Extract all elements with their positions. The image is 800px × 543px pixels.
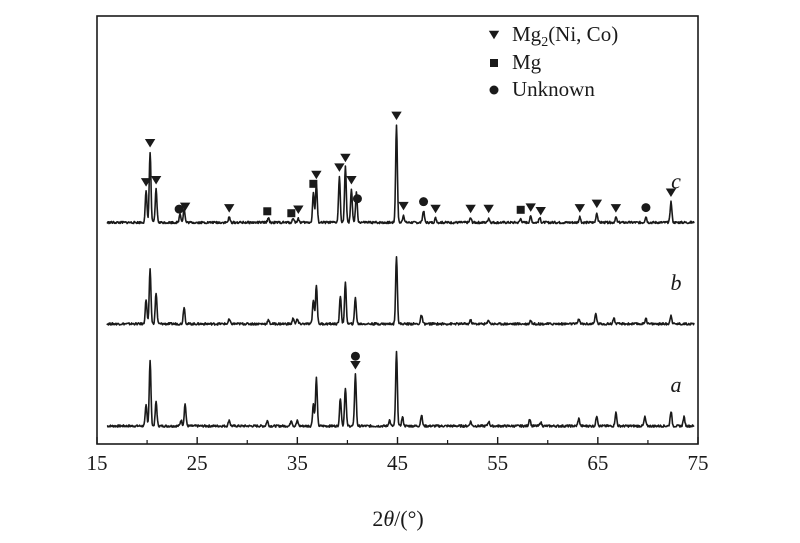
- curve-label-c: c: [671, 169, 681, 194]
- phase-marker-square-c: [263, 207, 272, 216]
- curve-label-b: b: [671, 270, 682, 295]
- phase-marker-triangle-down-c: [535, 207, 546, 216]
- phase-marker-triangle-down-c: [430, 204, 441, 214]
- x-tick-label: 45: [387, 451, 408, 475]
- legend: Mg2(Ni, Co)Mg Unknown: [488, 22, 618, 101]
- phase-marker-triangle-down-c: [140, 178, 152, 187]
- x-tick-label: 65: [587, 451, 608, 475]
- legend-entry: Unknown: [512, 77, 595, 101]
- series-a-line: [106, 350, 695, 428]
- x-tick-label: 75: [688, 451, 709, 475]
- x-axis-title-symbol: θ: [383, 506, 394, 531]
- phase-markers-layer: [140, 111, 677, 370]
- phase-marker-triangle-down-c: [574, 204, 586, 213]
- phase-marker-triangle-down-c: [293, 205, 304, 215]
- phase-marker-square-c: [309, 179, 318, 188]
- phase-marker-square-c: [516, 205, 525, 214]
- phase-marker-circle-c: [419, 197, 429, 207]
- phase-marker-triangle-down-c: [610, 204, 622, 213]
- phase-marker-triangle-down-c: [179, 202, 191, 212]
- x-axis-title: 2θ/(°): [372, 506, 423, 531]
- phase-marker-triangle-down-c: [525, 203, 536, 212]
- legend-marker-circle: [489, 85, 499, 95]
- x-tick-label: 35: [287, 451, 308, 475]
- phase-marker-triangle-down-a: [350, 360, 361, 370]
- x-axis-ticks: 15 25 35 45 55 65 75: [87, 437, 709, 475]
- phase-marker-circle-a: [350, 351, 360, 361]
- x-axis-title-prefix: 2: [372, 506, 383, 531]
- legend-marker-square: [490, 59, 498, 67]
- x-tick-label: 15: [87, 451, 108, 475]
- x-axis-title-suffix: /(°): [394, 506, 424, 531]
- series-c-line: [106, 124, 695, 225]
- phase-marker-triangle-down-c: [224, 204, 235, 213]
- phase-marker-triangle-down-c: [591, 199, 603, 209]
- phase-marker-square-c: [287, 209, 296, 218]
- phase-marker-triangle-down-c: [665, 188, 677, 198]
- curves-layer: [106, 124, 695, 428]
- phase-marker-triangle-down-c: [340, 153, 351, 163]
- x-tick-label: 55: [487, 451, 508, 475]
- legend-entry: Mg: [512, 50, 542, 74]
- phase-marker-circle-c: [352, 194, 362, 204]
- phase-marker-triangle-down-c: [150, 175, 162, 185]
- curve-label-a: a: [671, 372, 682, 397]
- curve-labels: a b c: [671, 169, 682, 398]
- phase-marker-circle-c: [174, 204, 184, 214]
- x-tick-label: 25: [187, 451, 208, 475]
- phase-marker-triangle-down-c: [334, 163, 345, 172]
- legend-entry: Mg2(Ni, Co): [512, 22, 618, 50]
- phase-marker-triangle-down-c: [398, 201, 409, 211]
- phase-marker-triangle-down-c: [391, 111, 402, 121]
- phase-marker-triangle-down-c: [311, 170, 322, 180]
- phase-marker-circle-c: [641, 203, 651, 213]
- phase-marker-triangle-down-c: [483, 204, 494, 214]
- phase-marker-triangle-down-c: [346, 175, 357, 185]
- series-b-line: [106, 255, 695, 326]
- phase-marker-triangle-down-c: [144, 138, 156, 148]
- legend-marker-triangle-down: [488, 30, 500, 40]
- phase-marker-triangle-down-c: [465, 204, 476, 214]
